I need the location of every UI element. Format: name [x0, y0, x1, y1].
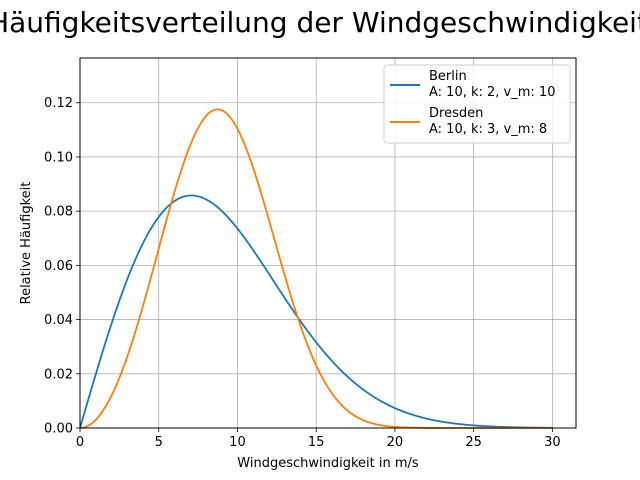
y-tick-label: 0.06 — [44, 259, 73, 274]
legend-label-berlin-params: A: 10, k: 2, v_m: 10 — [429, 85, 555, 100]
x-axis-label: Windgeschwindigkeit in m/s — [237, 456, 419, 471]
legend-label-berlin-name: Berlin — [429, 69, 467, 84]
legend-box — [383, 64, 571, 144]
plot-frame — [79, 57, 577, 429]
x-tick-label: 5 — [155, 435, 163, 450]
legend-label-dresden-name: Dresden — [429, 106, 483, 121]
x-tick-label: 30 — [544, 435, 561, 450]
y-axis-label: Relative Häufigkeit — [19, 182, 34, 305]
x-tick-label: 10 — [229, 435, 246, 450]
chart-title: Häufigkeitsverteilung der Windgeschwindi… — [0, 6, 640, 39]
x-tick-label: 15 — [308, 435, 325, 450]
y-tick-label: 0.02 — [44, 367, 73, 382]
y-tick-label: 0.04 — [44, 313, 73, 328]
legend: Berlin A: 10, k: 2, v_m: 10 Dresden A: 1… — [383, 64, 571, 144]
x-tick-label: 25 — [465, 435, 482, 450]
x-tick-label: 20 — [387, 435, 404, 450]
axis-ticks: 0 5 10 15 20 25 30 0.00 0.02 0.04 0.06 0.08 0.10 0.12 — [44, 96, 561, 450]
x-tick-label: 0 — [76, 435, 84, 450]
y-tick-label: 0.12 — [44, 96, 73, 111]
legend-label-dresden-params: A: 10, k: 3, v_m: 8 — [429, 122, 547, 137]
y-tick-label: 0.00 — [44, 422, 73, 437]
y-tick-label: 0.10 — [44, 150, 73, 165]
y-tick-label: 0.08 — [44, 205, 73, 220]
series-line-berlin — [79, 194, 553, 429]
